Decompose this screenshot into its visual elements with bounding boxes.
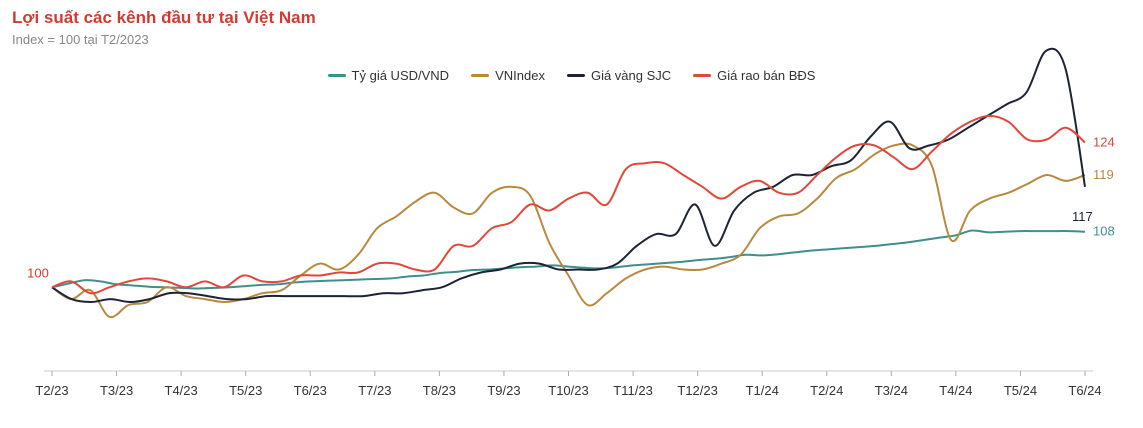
legend-swatch-gold-sjc (566, 74, 585, 77)
legend-label-real-estate: Giá rao bán BĐS (717, 68, 816, 83)
x-tick-label: T8/23 (423, 383, 456, 398)
legend-swatch-vnindex (471, 74, 490, 77)
end-label-gold-sjc: 117 (1072, 209, 1093, 224)
legend-label-vnindex: VNIndex (495, 68, 545, 83)
legend-item-gold-sjc[interactable]: Giá vàng SJC (566, 68, 672, 83)
x-tick-label: T2/24 (810, 383, 843, 398)
chart-subtitle: Index = 100 tại T2/2023 (12, 32, 149, 47)
x-tick-label: T4/24 (939, 383, 972, 398)
legend-item-usd-vnd[interactable]: Tỷ giá USD/VND (327, 68, 450, 83)
legend-item-real-estate[interactable]: Giá rao bán BĐS (693, 68, 815, 83)
x-tick-label: T4/23 (165, 383, 198, 398)
x-tick-label: T9/23 (487, 383, 520, 398)
x-tick-label: T6/24 (1068, 383, 1101, 398)
chart-title: Lợi suất các kênh đầu tư tại Việt Nam (12, 8, 316, 27)
x-tick-label: T11/23 (613, 383, 653, 398)
end-label-real-estate: 124 (1093, 135, 1115, 150)
x-tick-label: T12/23 (677, 383, 717, 398)
legend-label-usd-vnd: Tỷ giá USD/VND (351, 68, 450, 83)
series-line-gold-sjc (51, 47, 1086, 303)
chart-plot-area: T2/23 T3/23 T4/23 T5/23 T6/23 T7/23 T8/23 T9/23… (27, 47, 1115, 398)
legend-swatch-real-estate (693, 74, 712, 77)
end-label-usd-vnd: 108 (1093, 224, 1115, 239)
x-tick-label: T7/23 (358, 383, 391, 398)
x-tick-label: T1/24 (746, 383, 779, 398)
x-tick-label: T5/23 (229, 383, 262, 398)
chart-legend: Tỷ giá USD/VND VNIndex Giá vàng SJC Giá … (0, 68, 1143, 83)
end-label-vnindex: 119 (1093, 167, 1114, 182)
series-line-vnindex (51, 142, 1086, 319)
series-line-real-estate (51, 114, 1086, 295)
x-tick-label: T2/23 (35, 383, 68, 398)
legend-item-vnindex[interactable]: VNIndex (471, 68, 545, 83)
x-tick-label: T6/23 (294, 383, 327, 398)
legend-label-gold-sjc: Giá vàng SJC (590, 68, 672, 83)
series-line-usd-vnd (51, 229, 1086, 290)
x-tick-label: T3/23 (100, 383, 133, 398)
x-tick-label: T5/24 (1004, 383, 1037, 398)
start-label: 100 (27, 265, 49, 280)
x-tick-label: T10/23 (548, 383, 588, 398)
x-tick-label: T3/24 (875, 383, 908, 398)
legend-swatch-usd-vnd (327, 74, 346, 77)
